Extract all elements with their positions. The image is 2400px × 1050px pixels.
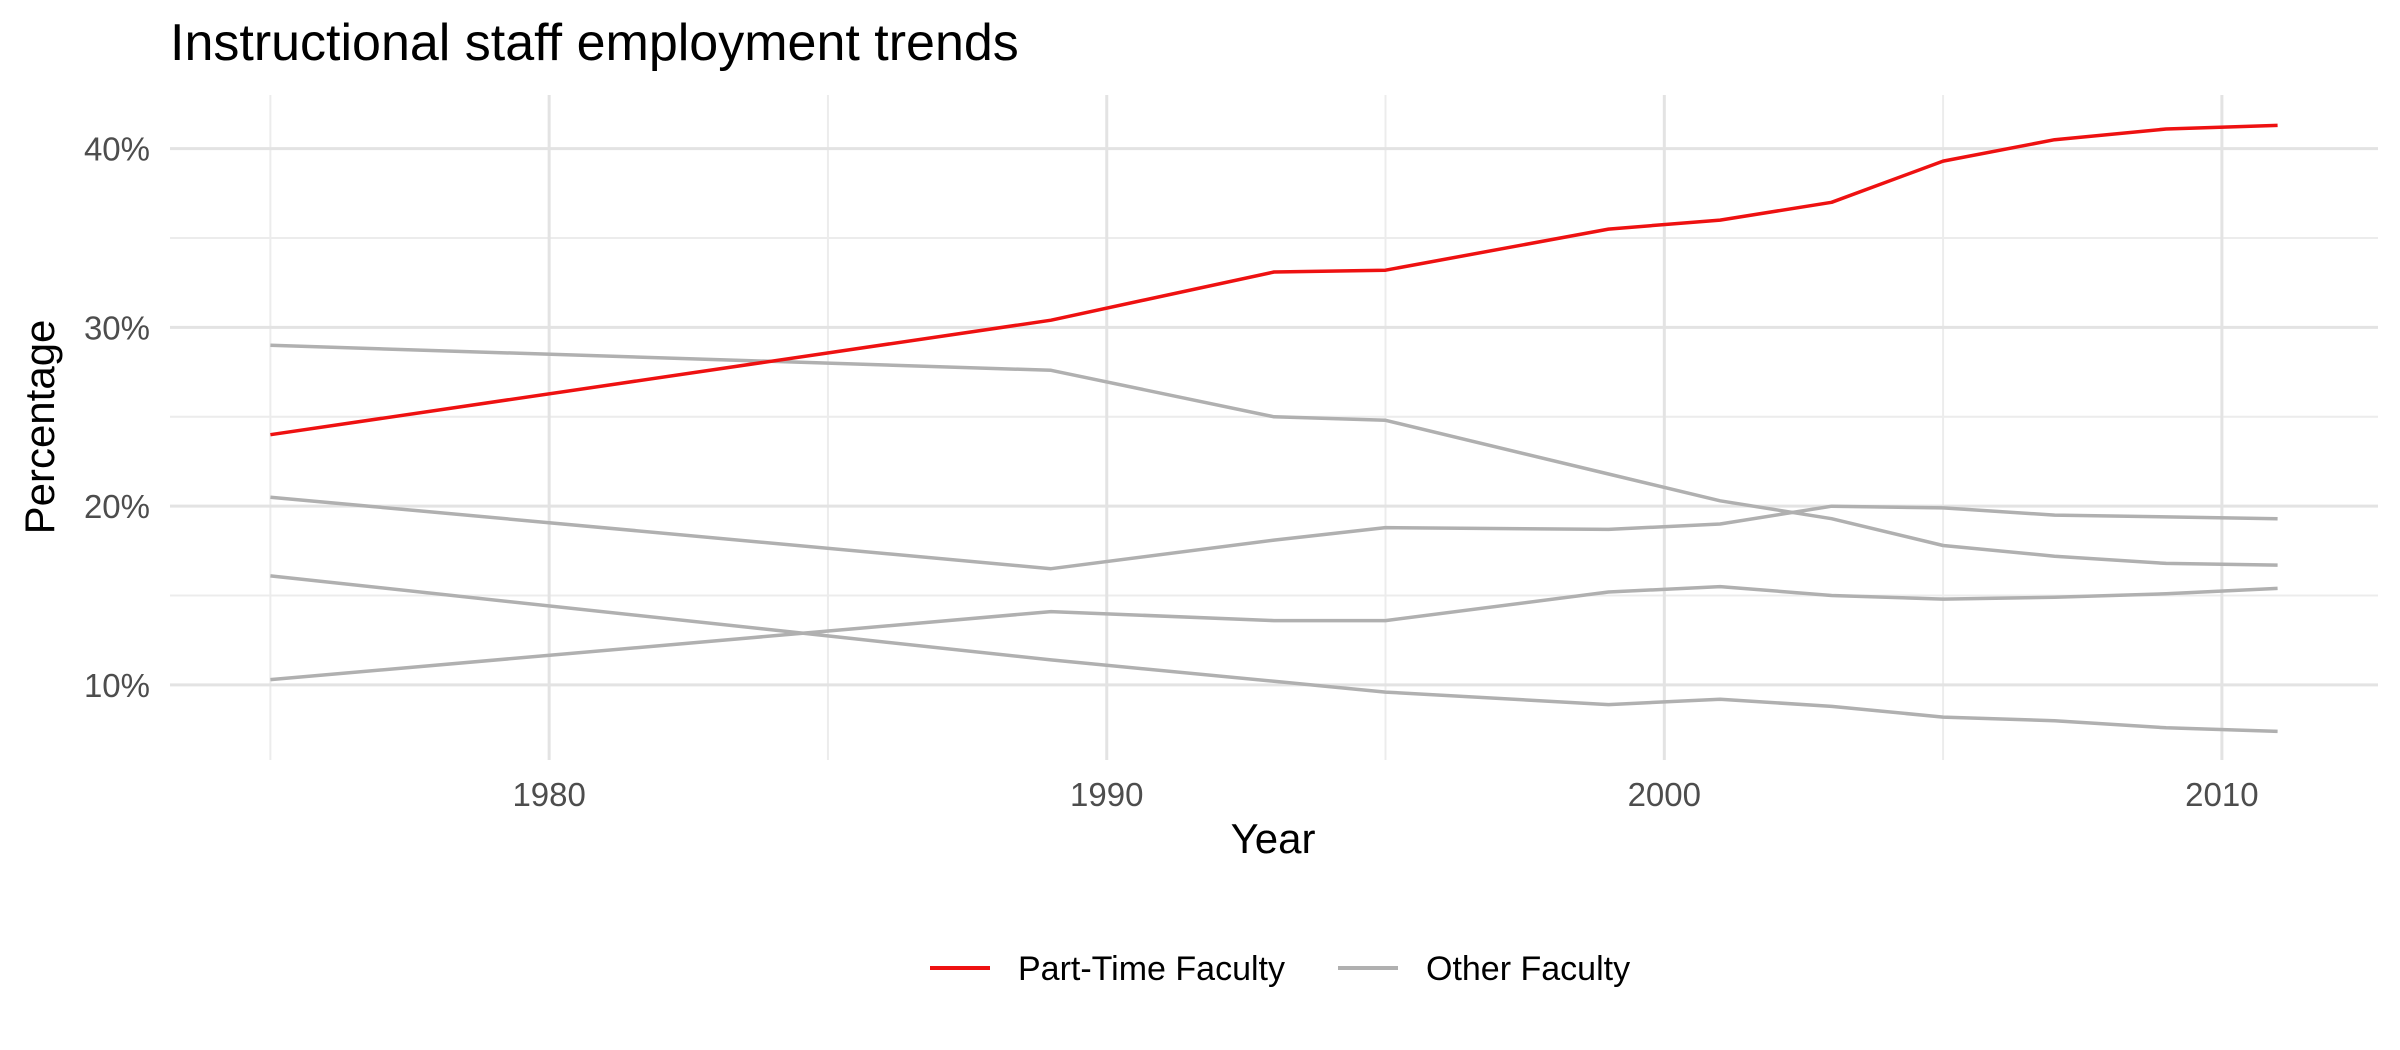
x-tick-label: 2000 — [1628, 776, 1701, 813]
y-tick-label: 20% — [84, 488, 150, 525]
x-axis-title: Year — [1231, 815, 1316, 862]
legend: Part-Time Faculty Other Faculty — [930, 950, 1630, 988]
series-line-other-faculty-2 — [270, 495, 2278, 571]
series-line-part-time-faculty — [270, 123, 2278, 437]
series-line-other-faculty-1 — [270, 343, 2278, 567]
series-line-other-faculty-3 — [270, 574, 2278, 734]
chart-title: Instructional staff employment trends — [170, 14, 1019, 72]
x-tick-label: 1980 — [512, 776, 585, 813]
legend-label-part-time-faculty: Part-Time Faculty — [1018, 950, 1285, 988]
x-tick-label: 2010 — [2185, 776, 2258, 813]
y-tick-label: 30% — [84, 309, 150, 346]
x-tick-label: 1990 — [1070, 776, 1143, 813]
series-lines — [270, 123, 2278, 734]
y-tick-label: 10% — [84, 667, 150, 704]
y-axis-title: Percentage — [16, 320, 63, 535]
y-tick-label: 40% — [84, 131, 150, 168]
legend-label-other-faculty: Other Faculty — [1426, 950, 1630, 988]
y-axis-ticks: 10% 20% 30% 40% — [84, 131, 150, 704]
x-axis-ticks: 1980 1990 2000 2010 — [512, 776, 2258, 813]
series-line-other-faculty-4 — [270, 584, 2278, 682]
